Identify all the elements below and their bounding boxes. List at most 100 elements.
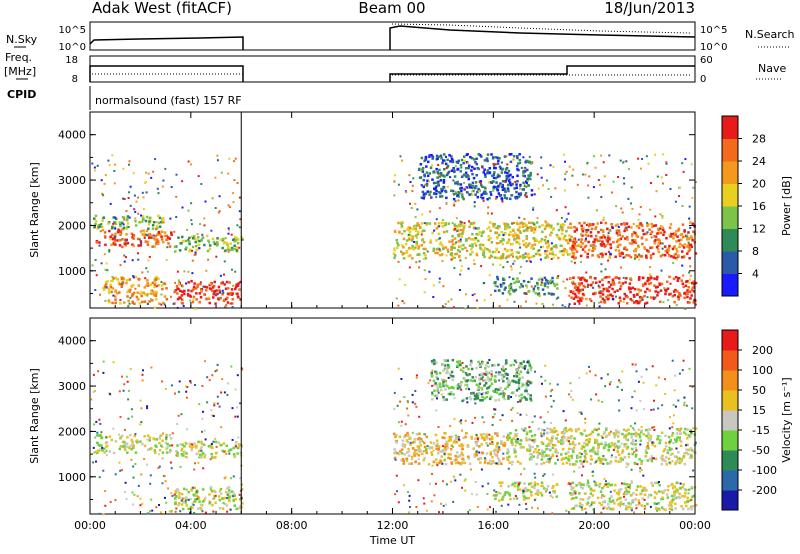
data-cell <box>131 415 134 418</box>
data-cell <box>121 282 124 285</box>
data-cell <box>149 216 152 220</box>
data-cell <box>418 415 421 418</box>
data-cell <box>123 301 126 304</box>
data-cell <box>521 225 525 228</box>
data-cell <box>600 461 603 465</box>
data-cell <box>480 362 484 366</box>
data-cell <box>114 276 118 280</box>
data-cell <box>212 284 216 288</box>
data-cell <box>450 480 452 483</box>
data-cell <box>512 229 515 232</box>
data-cell <box>438 225 441 228</box>
data-cell <box>465 186 468 189</box>
data-cell <box>435 167 438 171</box>
data-cell <box>168 444 172 447</box>
data-cell <box>637 499 640 502</box>
data-cell <box>237 282 240 285</box>
data-cell <box>665 493 669 496</box>
data-cell <box>634 231 637 235</box>
data-cell <box>411 190 414 193</box>
data-cell <box>525 432 529 436</box>
data-cell <box>225 241 229 245</box>
data-cell <box>681 264 684 267</box>
data-cell <box>198 403 201 406</box>
data-cell <box>528 160 531 163</box>
data-cell <box>606 289 609 293</box>
data-cell <box>482 230 485 234</box>
data-cell <box>174 289 177 292</box>
data-cell <box>625 160 628 163</box>
cpid-label: CPID <box>7 88 36 101</box>
data-cell <box>692 283 696 286</box>
data-cell <box>488 384 492 388</box>
data-cell <box>623 177 625 180</box>
data-cell <box>518 286 522 289</box>
data-cell <box>517 195 521 198</box>
data-cell <box>494 497 497 501</box>
data-cell <box>539 491 543 495</box>
data-cell <box>681 255 684 259</box>
data-cell <box>606 227 609 231</box>
data-cell <box>507 238 511 241</box>
data-cell <box>582 445 586 449</box>
data-cell <box>104 282 108 286</box>
data-cell <box>653 284 656 287</box>
data-cell <box>608 285 611 289</box>
data-cell <box>686 238 689 241</box>
data-cell <box>493 185 496 189</box>
data-cell <box>98 448 102 451</box>
data-cell <box>634 443 637 446</box>
data-cell <box>396 246 399 250</box>
data-cell <box>401 253 404 256</box>
data-cell <box>555 429 558 433</box>
data-cell <box>449 457 452 460</box>
data-cell <box>472 227 476 230</box>
data-cell <box>532 208 535 211</box>
data-cell <box>618 296 622 299</box>
data-cell <box>417 245 421 248</box>
data-cell <box>190 219 193 222</box>
data-cell <box>437 232 441 236</box>
data-cell <box>214 440 218 444</box>
data-cell <box>445 398 448 401</box>
data-cell <box>108 301 111 304</box>
data-cell <box>617 302 620 305</box>
data-cell <box>121 445 124 448</box>
data-cell <box>505 249 509 253</box>
data-cell <box>209 487 213 490</box>
data-cell <box>162 179 165 182</box>
data-cell <box>683 452 686 455</box>
data-cell <box>625 447 629 450</box>
data-cell <box>576 287 580 290</box>
data-cell <box>405 249 409 253</box>
data-cell <box>628 287 631 291</box>
data-cell <box>547 243 551 247</box>
data-cell <box>509 497 512 501</box>
data-cell <box>461 247 464 251</box>
data-cell <box>641 224 644 227</box>
data-cell <box>482 432 485 436</box>
data-cell <box>646 249 649 252</box>
data-cell <box>184 385 187 388</box>
data-cell <box>594 291 597 295</box>
data-cell <box>102 513 105 516</box>
data-cell <box>218 210 221 213</box>
data-cell <box>185 452 188 455</box>
data-cell <box>456 435 459 439</box>
data-cell <box>526 255 529 258</box>
data-cell <box>632 432 636 436</box>
data-cell <box>640 167 642 170</box>
data-cell <box>570 429 573 432</box>
data-cell <box>207 258 210 261</box>
data-cell <box>579 485 583 489</box>
data-cell <box>100 223 103 225</box>
data-cell <box>685 451 688 455</box>
data-cell <box>232 495 234 498</box>
data-cell <box>555 297 558 300</box>
data-cell <box>505 436 509 439</box>
data-cell <box>94 169 97 172</box>
data-cell <box>430 154 433 157</box>
data-cell <box>137 244 140 247</box>
data-cell <box>176 292 179 295</box>
data-cell <box>122 226 126 230</box>
